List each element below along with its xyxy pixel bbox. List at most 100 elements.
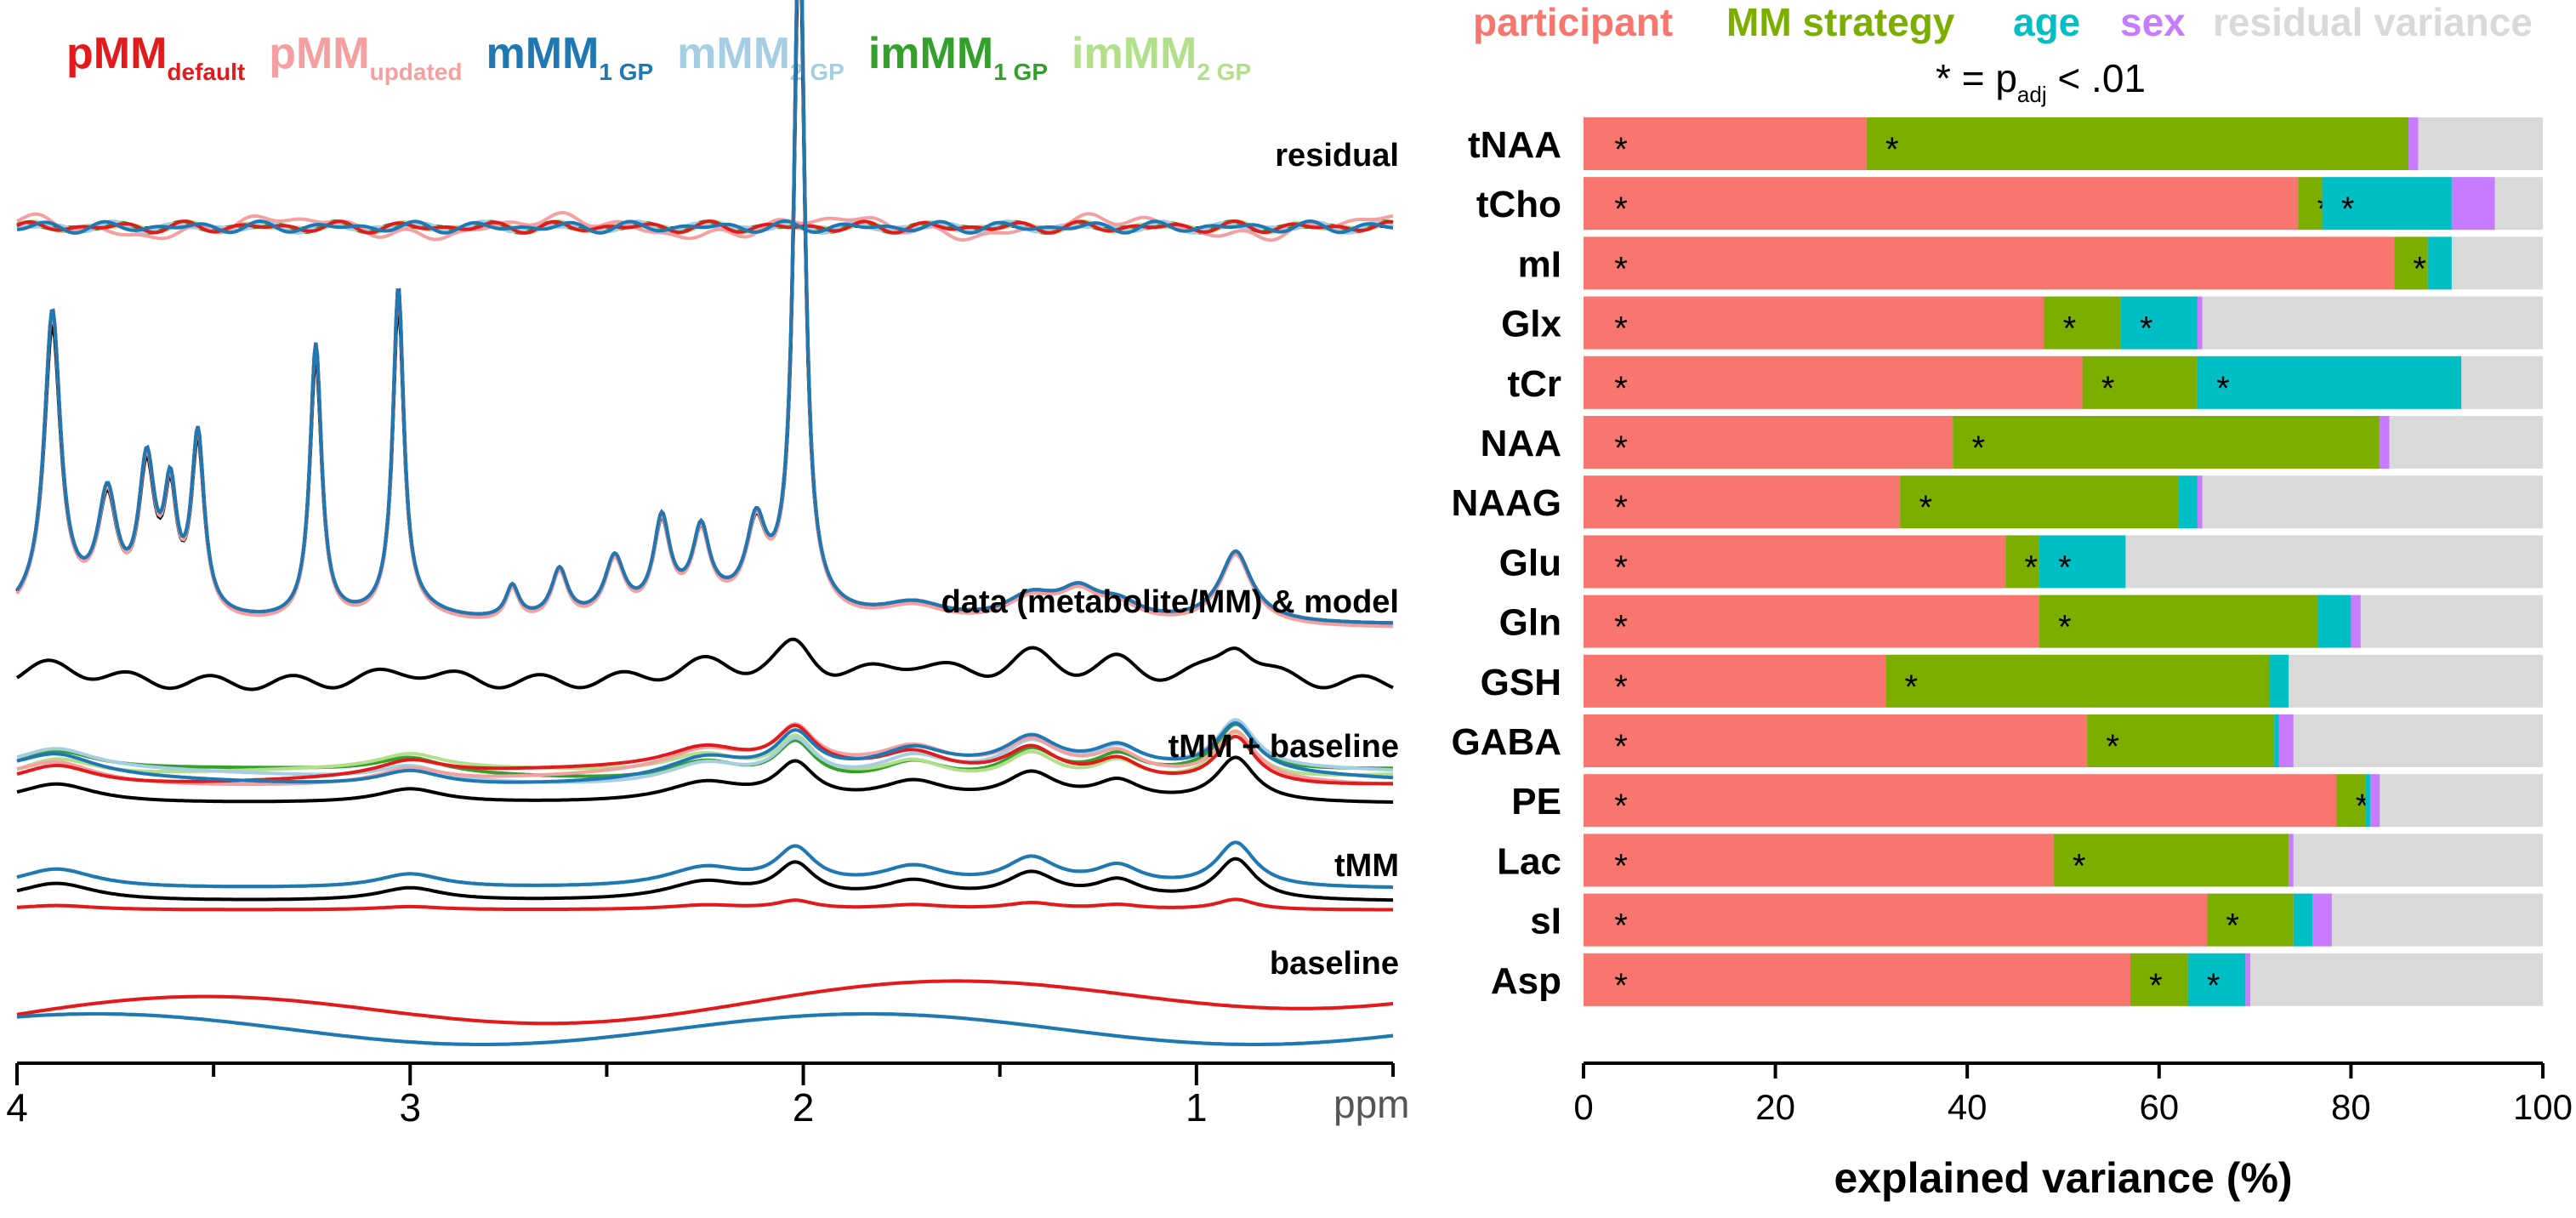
bar-seg-participant: [1584, 356, 2083, 409]
bar-row-tNAA: * * tNAA: [1468, 117, 2543, 170]
bar-row-Glx: * * * Glx: [1501, 296, 2543, 350]
spectra-panel: pMMdefault pMMupdated mMM1 GP mMM2 GP imMM1 …: [6, 0, 1409, 1130]
bar-seg-sex: [2369, 774, 2380, 828]
legend-name: mMM: [486, 29, 599, 78]
baseline-line-2: [16, 1012, 1394, 1046]
bar-row-Lac: * * Lac: [1497, 834, 2543, 887]
category-label-tCr: tCr: [1507, 363, 1561, 405]
baseline-line-5: [16, 1012, 1394, 1046]
panel-label-0: residual: [1275, 138, 1399, 174]
legend-item-1: pMMupdated: [269, 29, 462, 85]
variance-tick-label-60: 60: [2139, 1087, 2179, 1127]
significance-star: *: [1614, 370, 1628, 407]
bar-seg-participant: [1584, 296, 2044, 350]
bar-seg-MM-strategy: [2082, 356, 2198, 409]
tmm-baseline-line-1: [16, 722, 1393, 787]
legend-name: imMM: [868, 29, 993, 78]
variance-legend: participant MM strategy age sex residual var…: [1473, 0, 2533, 44]
bar-seg-sex: [2245, 953, 2250, 1006]
significance-star: *: [2341, 191, 2355, 228]
bar-seg-participant: [1584, 475, 1901, 529]
significance-star: *: [2058, 609, 2072, 646]
legend-name: pMM: [66, 29, 167, 78]
bar-row-tCr: * * * tCr: [1507, 356, 2543, 409]
significance-star: *: [1614, 728, 1628, 766]
significance-star: *: [2073, 847, 2086, 885]
category-label-Gln: Gln: [1499, 602, 1561, 644]
significance-star: *: [2149, 967, 2163, 1005]
significance-star: *: [2140, 310, 2153, 348]
spectra-legend: pMMdefault pMMupdated mMM1 GP mMM2 GP imMM1 …: [66, 29, 1251, 85]
panel-labels: residual data (metabolite/MM) & model tMM …: [941, 138, 1399, 982]
category-label-GABA: GABA: [1451, 721, 1561, 763]
variance-axis-title: explained variance (%): [1834, 1154, 2292, 1202]
variance-bars: **tNAA***tCho**mI***Glx***tCr**NAA**NAAG…: [1451, 117, 2543, 1006]
legend-sub: 2 GP: [1197, 59, 1251, 85]
category-label-NAA: NAA: [1481, 423, 1561, 464]
bar-seg-participant: [1584, 774, 2337, 828]
significance-star: *: [1614, 430, 1628, 467]
significance-star: *: [1614, 788, 1628, 825]
ppm-tick-label-2: 2: [793, 1085, 815, 1130]
category-label-Asp: Asp: [1491, 960, 1561, 1002]
note-rest: < .01: [2047, 56, 2146, 100]
bar-seg-sex: [2197, 475, 2203, 529]
legend-name: imMM: [1072, 29, 1197, 78]
significance-star: *: [2025, 549, 2039, 586]
bar-seg-MM-strategy: [1866, 117, 2409, 170]
bar-seg-sex: [2289, 834, 2294, 887]
panel-label-3: tMM: [1334, 848, 1399, 884]
bar-row-GABA: * * GABA: [1451, 714, 2543, 767]
bar-row-sI: * * sI: [1530, 893, 2543, 947]
note-sub: adj: [2017, 82, 2047, 107]
bar-seg-sex: [2351, 595, 2361, 648]
legend-name: mMM: [677, 29, 790, 78]
legend-sub: updated: [370, 59, 463, 85]
bar-seg-sex: [2312, 893, 2332, 947]
bar-seg-sex: [2451, 177, 2495, 231]
legend-sub: 1 GP: [993, 59, 1048, 85]
bar-seg-age: [2293, 893, 2313, 947]
ppm-tick-label-3: 3: [399, 1085, 421, 1130]
category-label-PE: PE: [1511, 781, 1561, 822]
variance-tick-label-100: 100: [2513, 1087, 2573, 1127]
significance-star: *: [1614, 191, 1628, 228]
significance-note: * = padj < .01: [1936, 56, 2146, 107]
significance-star: *: [1614, 310, 1628, 348]
tmm-baseline-data: [16, 755, 1393, 804]
bar-seg-MM-strategy: [2130, 953, 2188, 1006]
legend-item-3: mMM2 GP: [677, 29, 844, 85]
legend-item-2: age: [2013, 0, 2080, 44]
significance-star: *: [1905, 669, 1919, 706]
bar-seg-participant: [1584, 893, 2208, 947]
ppm-unit: ppm: [1333, 1082, 1409, 1126]
significance-star: *: [2063, 310, 2077, 348]
bar-row-tCho: ***tCho: [1476, 177, 2543, 231]
tmm-line-2: [16, 840, 1393, 889]
mm-data-line: [15, 637, 1394, 692]
variance-tick-label-80: 80: [2331, 1087, 2371, 1127]
bar-seg-sex: [2408, 117, 2419, 170]
bar-row-Gln: * * Gln: [1499, 595, 2543, 648]
bar-seg-age: [2120, 296, 2198, 350]
bar-seg-age: [2317, 595, 2351, 648]
significance-star: *: [1614, 847, 1628, 885]
bar-seg-age: [2322, 177, 2452, 231]
significance-star: *: [1614, 250, 1628, 287]
legend-item-3: sex: [2120, 0, 2186, 44]
ppm-tick-label-1: 1: [1186, 1085, 1208, 1130]
bar-seg-MM-strategy: [2005, 535, 2039, 589]
note-star: *: [1936, 56, 1962, 100]
bar-seg-MM-strategy: [1900, 475, 2179, 529]
legend-item-2: mMM1 GP: [486, 29, 653, 85]
category-label-NAAG: NAAG: [1451, 482, 1561, 524]
category-label-mI: mI: [1518, 243, 1561, 285]
baseline-line-0: [16, 979, 1394, 1026]
bar-seg-MM-strategy: [2207, 893, 2294, 947]
significance-star: *: [2226, 908, 2239, 945]
bar-seg-participant: [1584, 535, 2006, 589]
tmm-line-0: [16, 897, 1393, 912]
significance-star: *: [2216, 370, 2230, 407]
bar-seg-participant: [1584, 117, 1867, 170]
legend-item-5: imMM2 GP: [1072, 29, 1251, 85]
